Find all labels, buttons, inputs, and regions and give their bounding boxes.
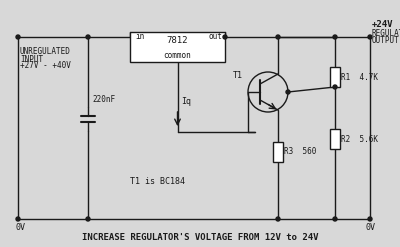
Text: 0V: 0V [365, 223, 375, 231]
Circle shape [286, 90, 290, 94]
Circle shape [368, 217, 372, 221]
Text: R1  4.7K: R1 4.7K [341, 73, 378, 82]
Text: +24V: +24V [372, 21, 394, 29]
Text: INCREASE REGULATOR'S VOLTAGE FROM 12V to 24V: INCREASE REGULATOR'S VOLTAGE FROM 12V to… [82, 232, 318, 242]
Circle shape [276, 217, 280, 221]
Bar [130, 32, 225, 62]
Text: 7812: 7812 [167, 36, 188, 45]
Text: 220nF: 220nF [92, 95, 115, 103]
Circle shape [86, 217, 90, 221]
Circle shape [333, 35, 337, 39]
Bar [273, 142, 283, 162]
Text: R3  560: R3 560 [284, 147, 316, 157]
Text: out: out [208, 33, 222, 41]
Text: +27V - +40V: +27V - +40V [20, 62, 71, 70]
Circle shape [86, 35, 90, 39]
Circle shape [16, 35, 20, 39]
Circle shape [276, 35, 280, 39]
Text: REGULATED: REGULATED [372, 29, 400, 39]
Text: T1 is BC184: T1 is BC184 [130, 178, 185, 186]
Text: T1: T1 [233, 71, 243, 81]
Circle shape [333, 85, 337, 89]
Circle shape [16, 217, 20, 221]
Text: R2  5.6K: R2 5.6K [341, 135, 378, 144]
Text: common: common [164, 52, 191, 61]
Circle shape [368, 35, 372, 39]
Text: Iq: Iq [182, 98, 192, 106]
Bar [330, 129, 340, 149]
Text: 0V: 0V [16, 223, 26, 231]
Text: UNREGULATED: UNREGULATED [20, 47, 71, 57]
Text: INPUT: INPUT [20, 55, 43, 63]
Circle shape [333, 217, 337, 221]
Circle shape [223, 35, 227, 39]
Bar [330, 67, 340, 87]
Text: in: in [135, 33, 145, 41]
Text: OUTPUT: OUTPUT [372, 37, 400, 45]
